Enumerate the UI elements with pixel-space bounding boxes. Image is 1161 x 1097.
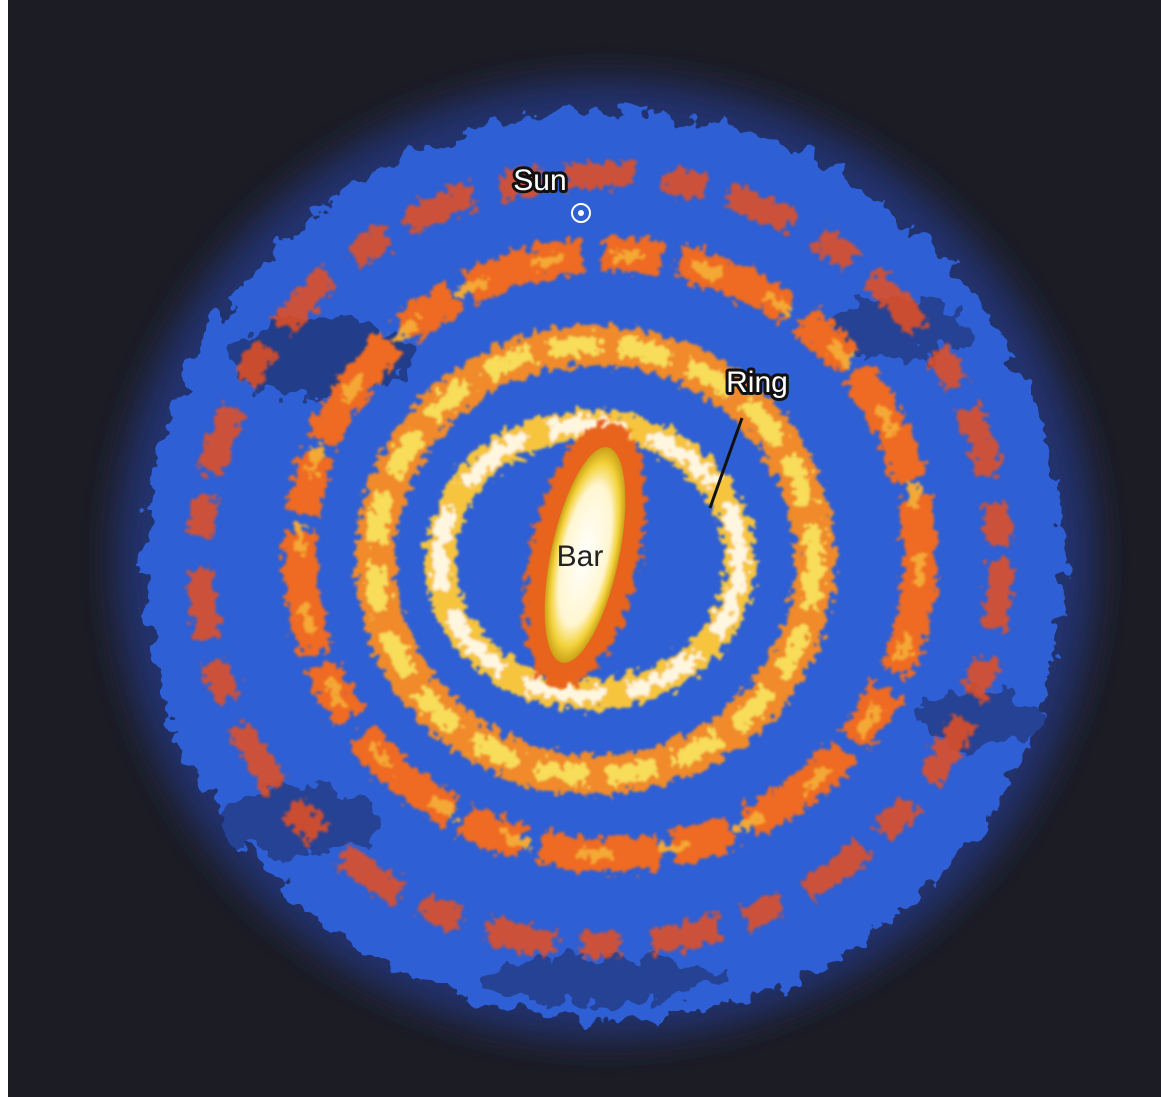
bar-label: Bar — [557, 540, 604, 573]
ring-pointer — [708, 417, 744, 509]
bar — [524, 422, 646, 688]
sun-dot — [578, 210, 584, 216]
ring-label: Ring — [726, 366, 788, 399]
border — [0, 0, 8, 1097]
sun-marker — [571, 203, 591, 223]
sun-label: Sun — [513, 164, 566, 197]
rings — [187, 162, 1013, 958]
